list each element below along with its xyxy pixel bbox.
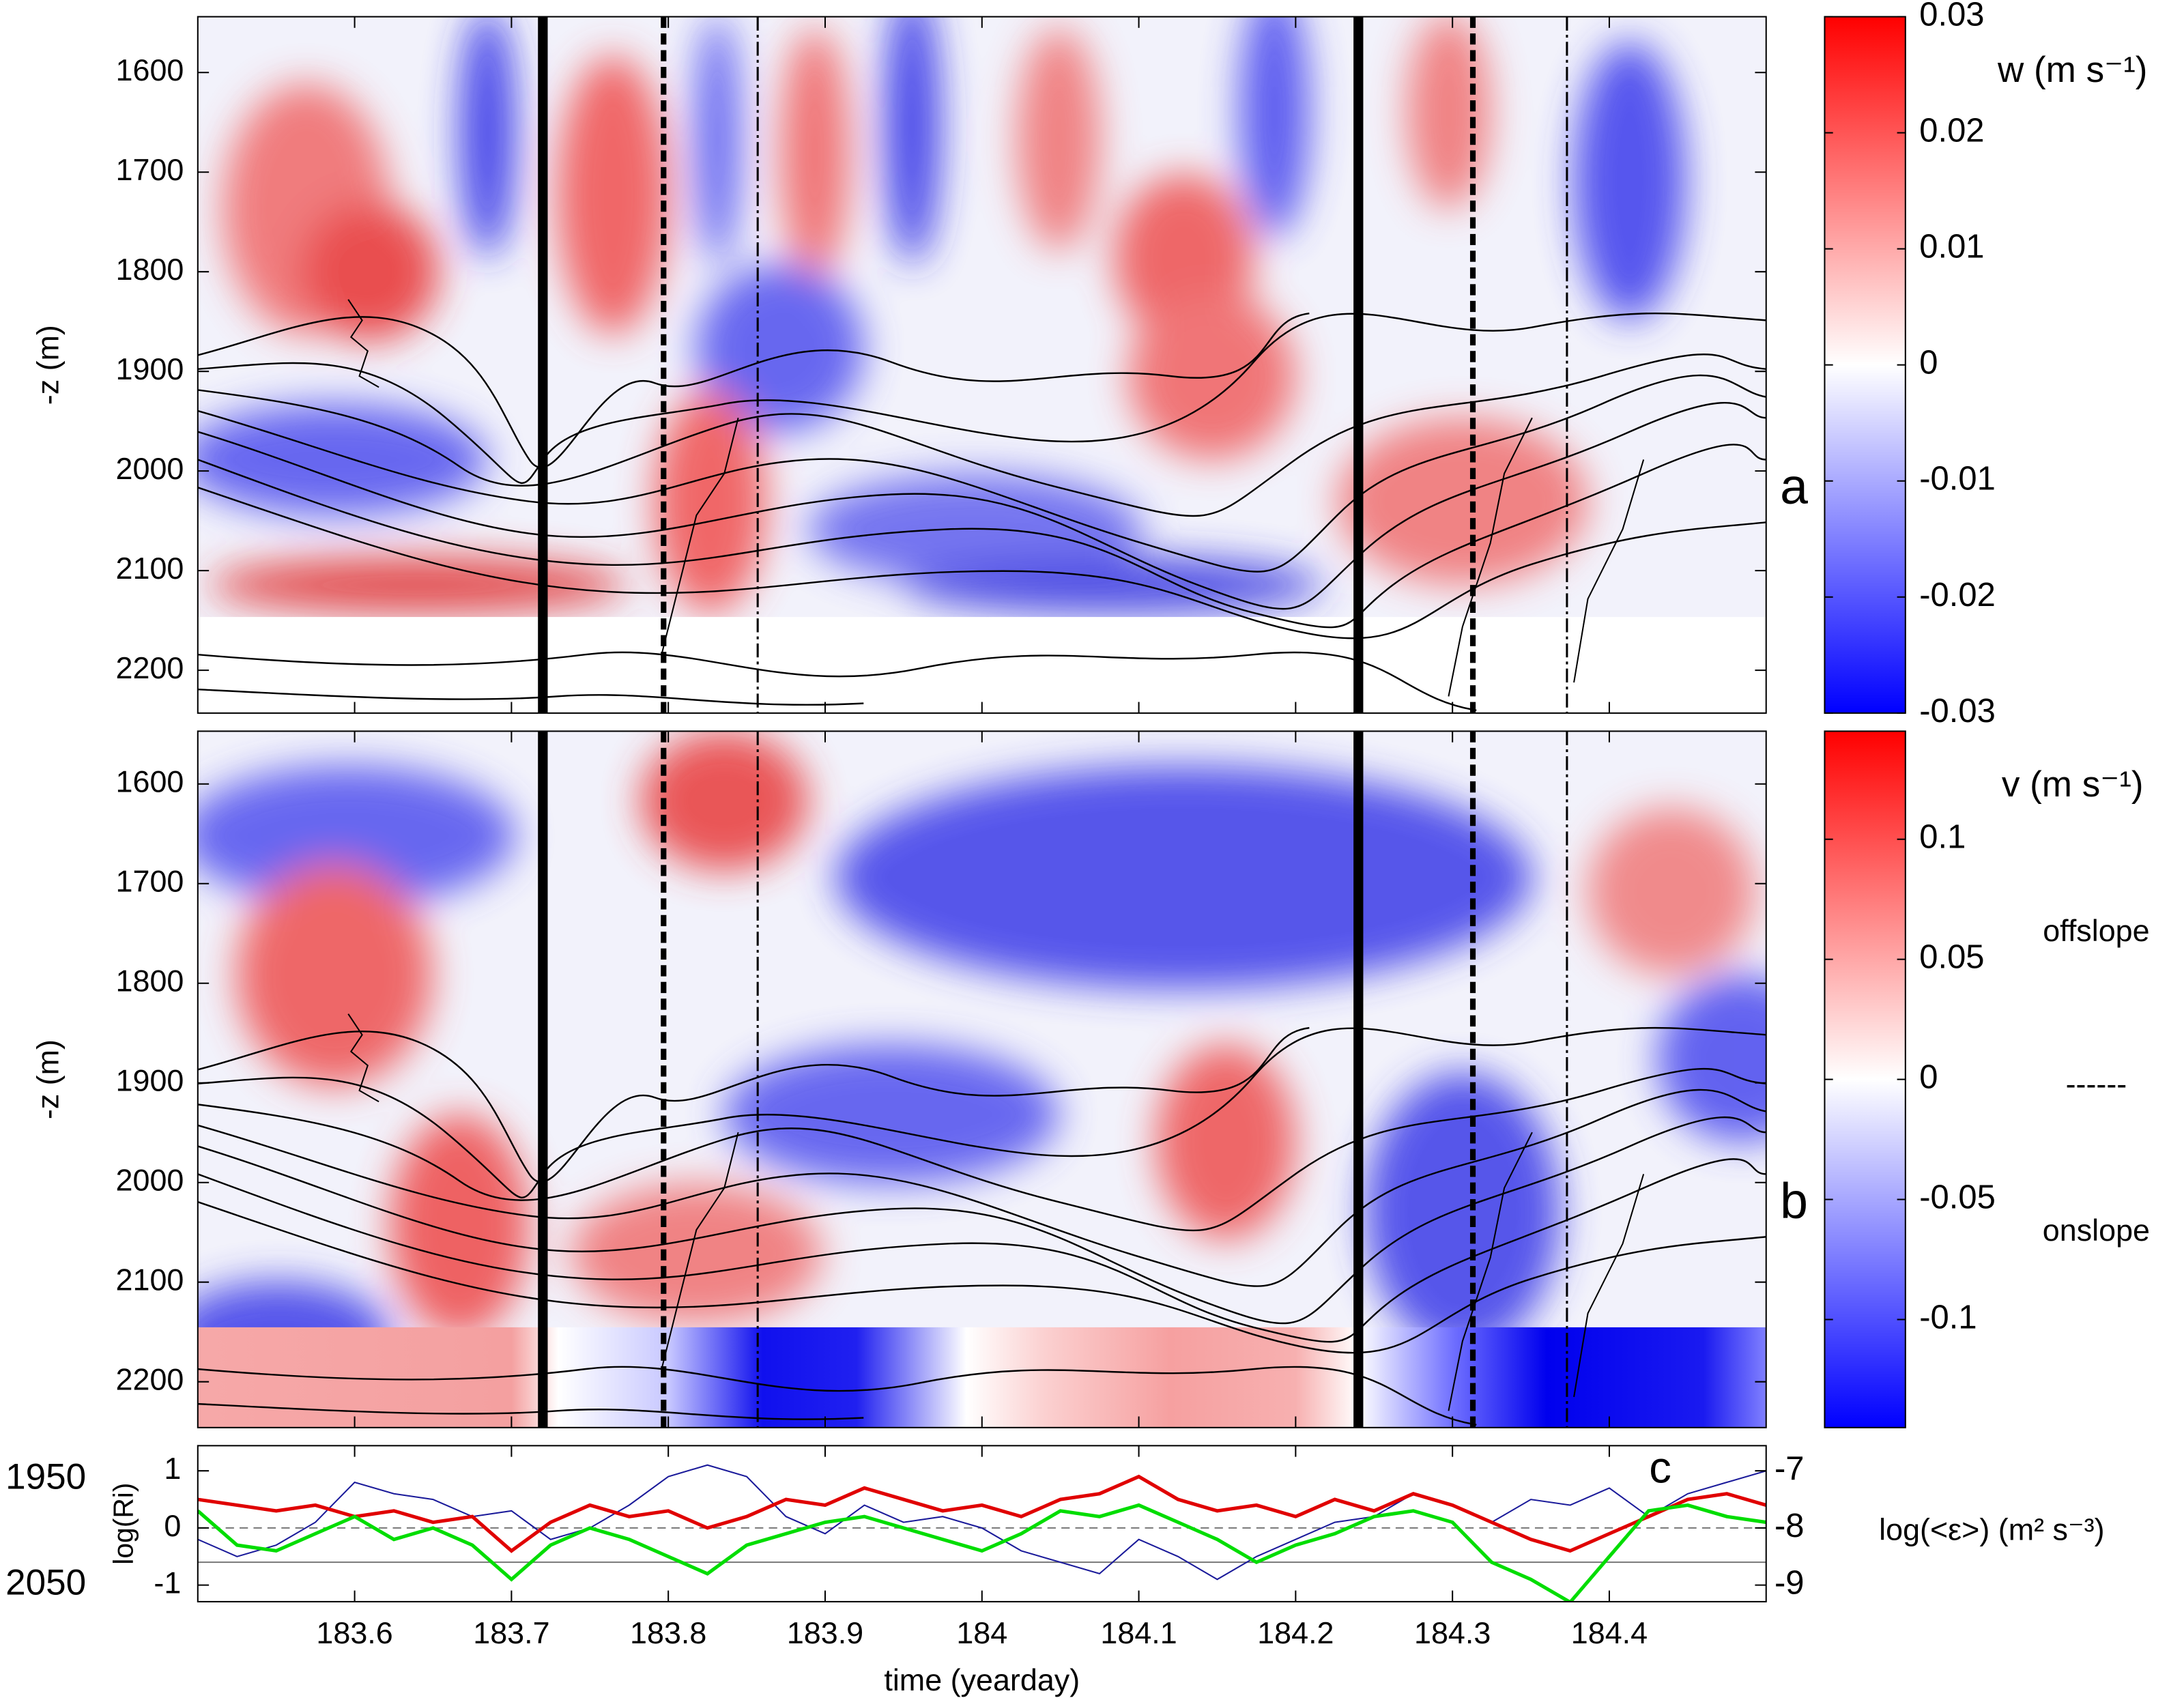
y-axis-label: -z (m) bbox=[30, 1039, 65, 1119]
colorbar-tick-label: 0.03 bbox=[1919, 0, 1984, 33]
series-line bbox=[197, 1503, 1766, 1602]
colorbar-tick-label: 0.01 bbox=[1919, 229, 1984, 265]
colorbar-tick-label: -0.03 bbox=[1919, 693, 1996, 730]
y2-tick-label: -7 bbox=[1774, 1450, 1805, 1487]
panel-label: a bbox=[1780, 458, 1808, 515]
colorbar-tick-label: 0 bbox=[1919, 345, 1938, 381]
colorbar bbox=[1824, 730, 1906, 1428]
y-tick-label: 1600 bbox=[116, 764, 184, 799]
y2-axis-label: log(<ε>) (m² s⁻³) bbox=[1879, 1512, 2104, 1547]
panel-b-field bbox=[197, 731, 1766, 1428]
y-axis-label: log(Ri) bbox=[107, 1483, 139, 1565]
y-tick-label: 2100 bbox=[116, 1263, 184, 1297]
y-tick-label: 1900 bbox=[116, 351, 184, 386]
y-tick-label: 1900 bbox=[116, 1063, 184, 1098]
x-tick-label: 184 bbox=[956, 1615, 1007, 1650]
annotation: ------ bbox=[2066, 1067, 2127, 1101]
y-tick-label: 2100 bbox=[116, 551, 184, 586]
y-tick-label: 2000 bbox=[116, 1163, 184, 1198]
colorbar-tick-label: 0.05 bbox=[1919, 939, 1984, 976]
y-tick-label: 1800 bbox=[116, 964, 184, 998]
colorbar-tick-label: 0 bbox=[1919, 1059, 1938, 1096]
y2-tick-label: -9 bbox=[1774, 1565, 1805, 1602]
y-tick-label: 1 bbox=[164, 1451, 181, 1486]
y-axis-label: -z (m) bbox=[30, 325, 65, 405]
x-tick-label: 183.9 bbox=[787, 1615, 863, 1650]
x-tick-label: 184.2 bbox=[1257, 1615, 1334, 1650]
panel-label: b bbox=[1780, 1172, 1808, 1229]
panel-a-field bbox=[197, 16, 1766, 713]
colorbar-tick-label: -0.01 bbox=[1919, 461, 1996, 498]
annotation: onslope bbox=[2043, 1213, 2150, 1248]
x-tick-label: 183.7 bbox=[473, 1615, 549, 1650]
colorbar-label: v (m s⁻¹) bbox=[2002, 764, 2144, 805]
legend-entry: 2050 bbox=[5, 1562, 86, 1602]
y-tick-label: -1 bbox=[154, 1565, 181, 1600]
legend-entry: 1950 bbox=[5, 1456, 86, 1497]
series-line bbox=[197, 1474, 1766, 1553]
series-line bbox=[197, 1464, 1766, 1581]
x-tick-label: 183.6 bbox=[316, 1615, 392, 1650]
y2-tick-label: -8 bbox=[1774, 1508, 1805, 1544]
y-tick-label: 2000 bbox=[116, 451, 184, 486]
colorbar bbox=[1824, 16, 1906, 714]
y-tick-label: 2200 bbox=[116, 650, 184, 685]
colorbar-tick-label: -0.1 bbox=[1919, 1299, 1977, 1336]
x-tick-label: 183.8 bbox=[630, 1615, 706, 1650]
annotation: offslope bbox=[2043, 913, 2149, 948]
y-tick-label: 0 bbox=[164, 1508, 181, 1543]
panel-label: c bbox=[1649, 1442, 1671, 1492]
x-tick-label: 184.1 bbox=[1100, 1615, 1177, 1650]
colorbar-tick-label: -0.05 bbox=[1919, 1179, 1996, 1215]
y-tick-label: 1700 bbox=[116, 152, 184, 187]
x-tick-label: 184.3 bbox=[1414, 1615, 1491, 1650]
colorbar-label: w (m s⁻¹) bbox=[1997, 50, 2148, 90]
y-tick-label: 1800 bbox=[116, 252, 184, 287]
colorbar-tick-label: 0.1 bbox=[1919, 819, 1966, 856]
y-tick-label: 1600 bbox=[116, 53, 184, 87]
colorbar-tick-label: 0.02 bbox=[1919, 112, 1984, 149]
x-tick-label: 184.4 bbox=[1571, 1615, 1648, 1650]
x-axis-label: time (yearday) bbox=[884, 1662, 1080, 1697]
plot-area bbox=[197, 1464, 1766, 1602]
y-tick-label: 2200 bbox=[116, 1362, 184, 1397]
y-tick-label: 1700 bbox=[116, 864, 184, 899]
colorbar-tick-label: -0.02 bbox=[1919, 577, 1996, 614]
